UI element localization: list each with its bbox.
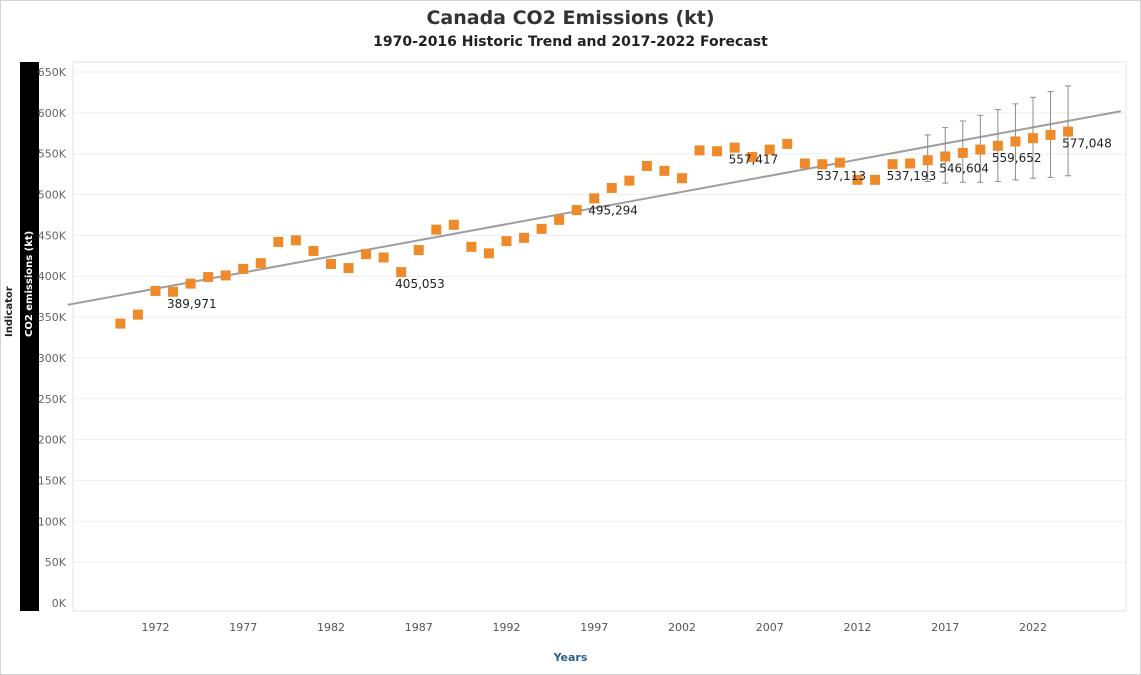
data-point xyxy=(782,138,793,149)
data-point xyxy=(641,160,652,171)
data-point xyxy=(992,140,1003,151)
y-tick-label: 100K xyxy=(38,515,67,528)
y-tick-label: 250K xyxy=(38,393,67,406)
data-point xyxy=(817,159,828,170)
data-point xyxy=(238,263,249,274)
data-point xyxy=(659,165,670,176)
data-label: 559,652 xyxy=(992,151,1042,165)
data-point xyxy=(115,318,126,329)
data-label: 389,971 xyxy=(167,297,217,311)
data-point xyxy=(887,159,898,170)
data-point xyxy=(975,144,986,155)
y-tick-label: 500K xyxy=(38,189,67,202)
data-point xyxy=(957,147,968,158)
y-tick-label: 400K xyxy=(38,270,67,283)
data-point xyxy=(466,241,477,252)
plot-area xyxy=(72,61,1127,612)
y-tick-label: 600K xyxy=(38,107,67,120)
x-tick-label: 2012 xyxy=(843,621,871,634)
data-point xyxy=(501,236,512,247)
x-tick-label: 1977 xyxy=(229,621,257,634)
x-axis-label: Years xyxy=(553,651,588,664)
x-tick-label: 2002 xyxy=(668,621,696,634)
data-point xyxy=(606,183,617,194)
data-point xyxy=(729,142,740,153)
data-point xyxy=(343,263,354,274)
chart-subtitle: 1970-2016 Historic Trend and 2017-2022 F… xyxy=(373,34,768,50)
data-point xyxy=(1045,129,1056,140)
data-point xyxy=(694,145,705,156)
x-tick-label: 2022 xyxy=(1019,621,1047,634)
data-point xyxy=(325,258,336,269)
data-point xyxy=(799,158,810,169)
x-tick-label: 1992 xyxy=(492,621,520,634)
data-label: 405,053 xyxy=(395,277,445,291)
data-point xyxy=(571,205,582,216)
data-point xyxy=(554,214,565,225)
data-point xyxy=(624,175,635,186)
y-tick-label: 200K xyxy=(38,434,67,447)
y-tick-label: 450K xyxy=(38,229,67,242)
data-label: 557,417 xyxy=(729,153,779,167)
data-point xyxy=(290,235,301,246)
data-point xyxy=(834,157,845,168)
data-point xyxy=(905,158,916,169)
y-tick-label: 300K xyxy=(38,352,67,365)
data-point xyxy=(132,309,143,320)
data-point xyxy=(203,272,214,283)
data-point xyxy=(431,224,442,235)
x-tick-label: 1982 xyxy=(317,621,345,634)
data-label: 495,294 xyxy=(588,203,638,217)
data-point xyxy=(413,245,424,256)
data-point xyxy=(150,285,161,296)
data-point xyxy=(185,278,196,289)
indicator-band xyxy=(20,62,39,611)
data-point xyxy=(448,219,459,230)
data-point xyxy=(1027,133,1038,144)
data-point xyxy=(747,151,758,162)
y-tick-label: 350K xyxy=(38,311,67,324)
y-tick-label: 50K xyxy=(45,556,67,569)
data-point xyxy=(764,144,775,155)
data-point xyxy=(378,252,389,263)
x-tick-label: 1987 xyxy=(405,621,433,634)
data-point xyxy=(361,249,372,260)
data-point xyxy=(519,232,530,243)
x-tick-label: 1997 xyxy=(580,621,608,634)
data-point xyxy=(168,286,179,297)
data-point xyxy=(483,248,494,259)
data-point xyxy=(676,173,687,184)
data-label: 537,193 xyxy=(887,169,937,183)
data-point xyxy=(589,193,600,204)
y-tick-label: 150K xyxy=(38,474,67,487)
data-point xyxy=(536,223,547,234)
data-point xyxy=(308,245,319,256)
y-tick-label: 550K xyxy=(38,148,67,161)
data-label: 546,604 xyxy=(939,161,989,175)
data-point xyxy=(852,174,863,185)
y-tick-label: 650K xyxy=(38,66,67,79)
data-point xyxy=(255,258,266,269)
data-point xyxy=(396,267,407,278)
data-point xyxy=(940,151,951,162)
data-label: 577,048 xyxy=(1062,137,1112,151)
data-point xyxy=(1010,136,1021,147)
data-point xyxy=(1063,126,1074,137)
data-point xyxy=(922,155,933,166)
data-point xyxy=(712,146,723,157)
data-label: 537,113 xyxy=(816,169,866,183)
x-tick-label: 2017 xyxy=(931,621,959,634)
x-tick-label: 1972 xyxy=(141,621,169,634)
data-point xyxy=(220,270,231,281)
data-point xyxy=(870,174,881,185)
chart-title: Canada CO2 Emissions (kt) xyxy=(426,7,715,29)
y-tick-label: 0K xyxy=(52,597,67,610)
x-tick-label: 2007 xyxy=(756,621,784,634)
data-point xyxy=(273,236,284,247)
